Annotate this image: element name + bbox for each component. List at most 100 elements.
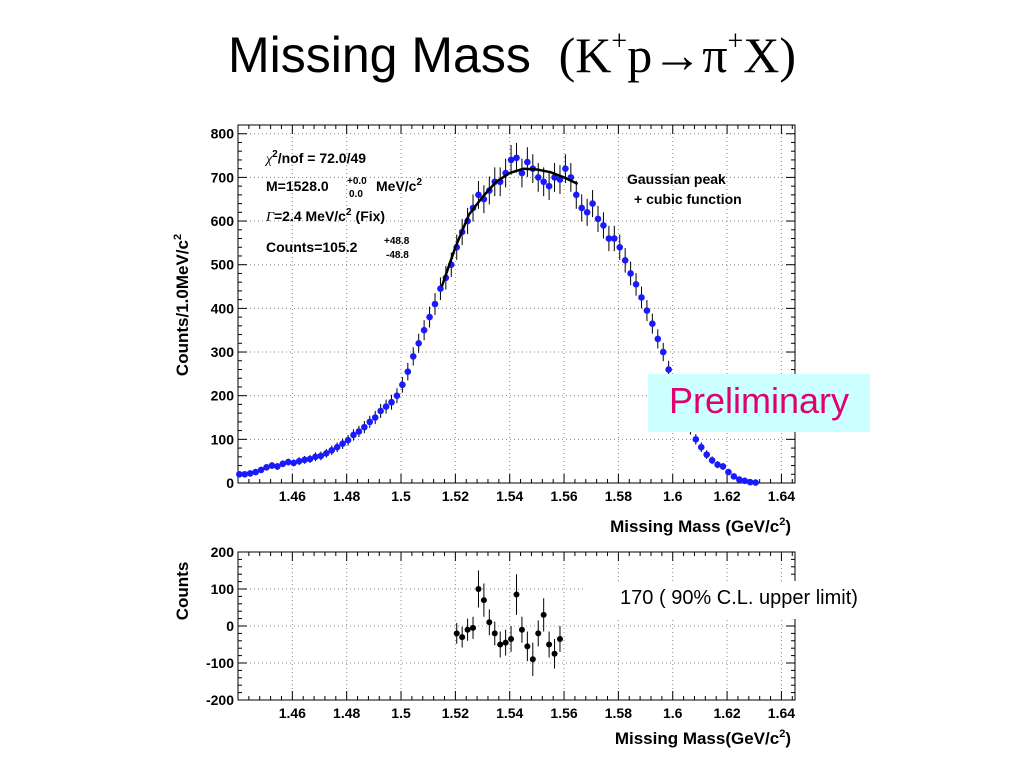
bottom-data-point [470, 616, 477, 639]
top-data-marker [540, 178, 547, 186]
top-data-marker [236, 470, 243, 478]
top-data-point [399, 376, 406, 393]
top-data-marker [534, 174, 542, 181]
top-data-point [649, 313, 656, 334]
top-data-point [409, 347, 417, 366]
top-y-tick-label: 600 [211, 213, 235, 229]
top-data-point [752, 479, 759, 486]
top-data-point [246, 470, 254, 477]
title-kaon-charge: + [611, 26, 628, 57]
top-data-point [431, 293, 439, 315]
top-data-marker [252, 468, 259, 476]
top-data-point [627, 261, 634, 286]
top-data-point [377, 403, 384, 418]
bottom-x-tick-label: 1.5 [391, 705, 411, 721]
top-data-marker [306, 455, 314, 463]
bottom-x-tick-label: 1.62 [713, 705, 740, 721]
top-data-marker [627, 270, 634, 277]
top-data-marker [274, 463, 281, 470]
top-data-point [306, 455, 314, 463]
top-y-tick-label: 100 [211, 431, 235, 447]
top-x-tick-label: 1.56 [550, 488, 577, 504]
bottom-x-tick-label: 1.64 [768, 705, 795, 721]
top-data-point [382, 399, 390, 414]
bottom-x-tick-label: 1.58 [605, 705, 632, 721]
top-x-tick-label: 1.5 [391, 488, 411, 504]
top-data-marker [632, 281, 640, 288]
bottom-x-tick-label: 1.52 [442, 705, 469, 721]
top-data-point [524, 147, 531, 177]
bottom-y-axis-label-text: Counts [173, 562, 192, 621]
top-data-marker [399, 381, 406, 389]
bottom-data-point [546, 631, 553, 658]
top-data-marker [741, 477, 749, 485]
counts-value: Counts=105.2 [266, 239, 358, 255]
top-data-point [361, 421, 368, 434]
top-data-marker [388, 398, 395, 406]
top-y-axis-label-exp: 2 [172, 234, 184, 240]
top-data-marker [524, 158, 531, 166]
bottom-data-marker [497, 641, 504, 648]
top-data-point [507, 145, 515, 175]
bottom-data-point [480, 583, 487, 617]
top-data-point [355, 425, 363, 438]
bottom-data-marker [535, 630, 542, 637]
top-data-marker [692, 436, 700, 443]
bottom-data-point [459, 626, 466, 648]
top-data-marker [263, 463, 270, 471]
top-data-point [328, 445, 336, 456]
top-data-marker [605, 235, 613, 242]
top-data-marker [572, 191, 580, 199]
top-y-tick-label: 500 [211, 257, 235, 273]
title-arrow: → [652, 27, 703, 83]
top-data-marker [377, 407, 384, 415]
bottom-data-point [453, 623, 460, 644]
top-data-marker [730, 473, 738, 480]
top-data-point [719, 462, 727, 470]
top-data-marker [649, 320, 656, 327]
top-data-marker [355, 428, 363, 435]
preliminary-badge [648, 374, 870, 432]
top-data-marker [431, 300, 439, 308]
bottom-x-tick-label: 1.56 [550, 705, 577, 721]
top-data-marker [415, 339, 422, 347]
top-data-marker [643, 307, 651, 314]
top-data-point [572, 180, 580, 209]
bottom-y-tick-label: 0 [226, 618, 234, 634]
fit-description-line1: Gaussian peak [627, 171, 726, 187]
top-data-marker [382, 403, 390, 410]
top-data-marker [361, 423, 368, 431]
top-data-point [404, 362, 412, 381]
top-data-marker [404, 368, 412, 375]
bottom-data-marker [464, 626, 471, 633]
chi2-line: χ2/nof = 72.0/49 [264, 149, 366, 167]
top-data-point [589, 190, 596, 218]
top-data-point [616, 234, 624, 260]
bottom-data-point [556, 626, 563, 652]
mass-unit-exponent: 2 [416, 177, 422, 188]
top-data-marker [437, 285, 444, 293]
top-data-point [284, 458, 292, 466]
top-x-axis-label-text: Missing Mass (GeV/c [610, 517, 779, 536]
top-data-marker [703, 451, 710, 458]
bottom-y-tick-label: 100 [211, 581, 235, 597]
top-data-point [708, 456, 716, 465]
bottom-data-point [529, 642, 536, 676]
top-data-marker [257, 466, 265, 474]
top-y-tick-label: 400 [211, 300, 235, 316]
top-data-point [518, 158, 526, 188]
bottom-x-tick-label: 1.6 [663, 705, 683, 721]
mass-unit-text: MeV/c [376, 178, 417, 194]
top-data-marker [578, 204, 586, 212]
bottom-data-marker [556, 635, 563, 642]
top-data-marker [583, 209, 591, 216]
top-x-tick-label: 1.64 [768, 488, 795, 504]
top-data-marker [475, 191, 482, 199]
top-data-point [263, 463, 270, 471]
top-data-marker [284, 458, 292, 466]
bottom-data-point [524, 631, 531, 662]
bottom-data-marker [540, 611, 547, 618]
bottom-data-marker [480, 597, 487, 604]
top-data-point [741, 477, 749, 485]
top-data-point [241, 470, 249, 478]
